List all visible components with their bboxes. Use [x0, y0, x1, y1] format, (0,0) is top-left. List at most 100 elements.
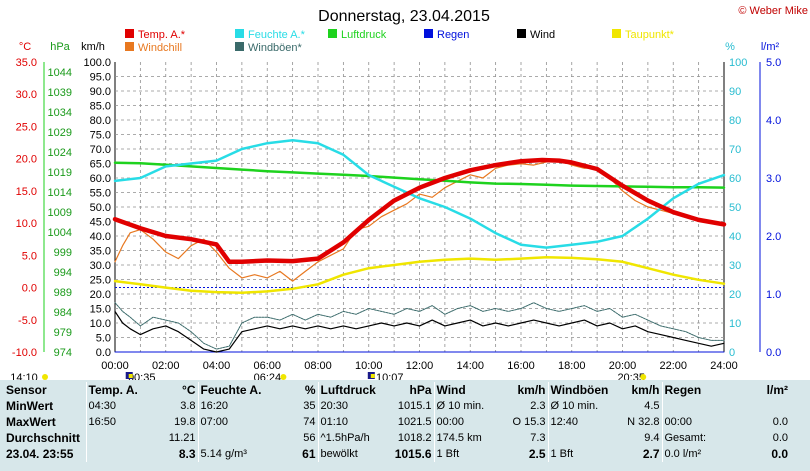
- press-tick-label: 984: [54, 307, 72, 319]
- stats-cell: Ø 10 min.: [547, 398, 614, 414]
- series-wind-line: [114, 310, 725, 353]
- stats-cell: 2.5: [528, 447, 546, 461]
- stats-cell: 01:10: [317, 414, 382, 430]
- stats-row: MaxWert 16:50 19.8 07:00 74 01:10 1021.5 00:00 O…: [4, 414, 790, 430]
- stats-cell: 1021.5: [397, 416, 432, 428]
- speed-tick-label: 25.0: [90, 275, 111, 287]
- legend: Temp. A.* Feuchte A.* Luftdruck Regen Wind Ta…: [125, 29, 675, 54]
- speed-tick-label: 5.0: [96, 333, 111, 345]
- speed-tick-label: 55.0: [90, 188, 111, 200]
- stats-cell: 16:20: [197, 398, 268, 414]
- stats-header-cell: Temp. A.: [85, 382, 146, 398]
- speed-tick-label: 30.0: [90, 260, 111, 272]
- speed-tick-label: 35.0: [90, 246, 111, 258]
- series-layer: [112, 139, 727, 353]
- speed-tick-label: 100.0: [83, 57, 111, 69]
- stats-header-cell: hPa: [409, 383, 432, 397]
- legend-swatch: [517, 29, 526, 38]
- stats-header-cell: l/m²: [766, 383, 788, 397]
- stats-cell: 5.14 g/m³: [197, 446, 268, 462]
- x-axis: 00:00 02:00 04:00 06:00 08:00 10:00 12:00 14:00…: [101, 360, 738, 372]
- grid: [115, 62, 724, 352]
- speed-tick-label: 10.0: [90, 318, 111, 330]
- event-marker-label: 06:24: [254, 372, 282, 380]
- stats-cell: 00:00: [433, 414, 496, 430]
- stats-header-cell: Luftdruck: [317, 382, 382, 398]
- stats-cell: 0.0: [772, 432, 788, 444]
- rain-tick-label: 3.0: [766, 173, 781, 185]
- stats-cell: 0.0 l/m²: [661, 446, 732, 462]
- temp-tick-label: 30.0: [16, 89, 37, 101]
- temp-tick-label: -10.0: [12, 347, 37, 359]
- hum-tick-label: 60: [729, 173, 741, 185]
- x-tick-label: 20:00: [609, 360, 637, 372]
- stats-cell: 1 Bft: [547, 446, 614, 462]
- speed-tick-label: 60.0: [90, 173, 111, 185]
- sun-icon: [42, 374, 48, 380]
- press-tick-label: 1024: [48, 147, 72, 159]
- hum-unit-label: %: [725, 41, 735, 53]
- temp-tick-label: 20.0: [16, 154, 37, 166]
- stats-header-cell: Regen: [661, 382, 732, 398]
- speed-tick-label: 0.0: [96, 347, 111, 359]
- speed-tick-label: 85.0: [90, 101, 111, 113]
- weather-chart: Donnerstag, 23.04.2015 © Weber Mike Temp…: [10, 5, 808, 380]
- stats-header-cell: Feuchte A.: [197, 382, 268, 398]
- stats-cell: 1 Bft: [433, 446, 496, 462]
- stats-cell: 1015.1: [397, 400, 432, 412]
- stats-cell: MaxWert: [6, 415, 56, 429]
- series-windb-en-line: [114, 302, 725, 350]
- moon-icon-highlight: [128, 374, 133, 378]
- series-temp-a-line: [112, 157, 727, 265]
- press-tick-label: 1034: [48, 107, 72, 119]
- hum-tick-label: 70: [729, 144, 741, 156]
- event-markers: 14:10 00:35 06:24 10:07 20:35: [10, 372, 647, 380]
- legend-swatch: [235, 29, 244, 38]
- press-tick-label: 994: [54, 267, 72, 279]
- legend-swatch: [235, 42, 244, 51]
- press-tick-label: 999: [54, 247, 72, 259]
- stats-cell: [732, 398, 790, 414]
- stats-cell: [85, 430, 146, 446]
- speed-tick-label: 80.0: [90, 115, 111, 127]
- event-marker-label: 20:35: [617, 372, 645, 380]
- speed-tick-label: 20.0: [90, 289, 111, 301]
- x-tick-label: 24:00: [710, 360, 738, 372]
- speed-tick-label: 45.0: [90, 217, 111, 229]
- hum-tick-label: 90: [729, 86, 741, 98]
- temp-tick-label: 25.0: [16, 121, 37, 133]
- event-marker-label: 14:10: [10, 372, 38, 380]
- stats-cell: O 15.3: [512, 416, 546, 428]
- stats-cell: 2.3: [530, 400, 546, 412]
- sun-icon: [640, 374, 647, 380]
- stats-cell: 1018.2: [397, 432, 432, 444]
- stats-cell: 7.3: [530, 432, 546, 444]
- press-tick-label: 1019: [48, 167, 72, 179]
- stats-cell: 2.7: [642, 447, 660, 461]
- stats-cell: 04:30: [85, 398, 146, 414]
- moon-icon-highlight: [370, 374, 375, 378]
- temp-tick-label: 0.0: [22, 283, 37, 295]
- temp-tick-label: 10.0: [16, 218, 37, 230]
- legend-swatch: [424, 29, 433, 38]
- stats-cell: [85, 446, 146, 462]
- x-tick-label: 02:00: [152, 360, 180, 372]
- stats-cell: [547, 430, 614, 446]
- event-marker-label: 10:07: [376, 372, 404, 380]
- rain-unit-label: l/m²: [761, 41, 780, 53]
- press-tick-label: 989: [54, 287, 72, 299]
- copyright-text: © Weber Mike: [738, 5, 808, 17]
- press-tick-label: 1014: [48, 187, 72, 199]
- stats-cell: ^1.5hPa/h: [317, 430, 382, 446]
- legend-label: Regen: [437, 29, 469, 41]
- stats-cell: 4.5: [644, 400, 660, 412]
- stats-cell: 56: [303, 432, 316, 444]
- axes: 35.0 30.0 25.0 20.0 15.0 10.0 5.0 0.0 -5.0 -10.0 1…: [12, 57, 781, 359]
- statistics-table: Sensor Temp. A. °C Feuchte A.% Luftdruck hPa W…: [4, 382, 790, 462]
- statistics-panel: Sensor Temp. A. °C Feuchte A.% Luftdruck hPa W…: [0, 380, 810, 471]
- press-tick-label: 1039: [48, 87, 72, 99]
- press-tick-label: 1004: [48, 227, 72, 239]
- stats-cell: 8.3: [178, 447, 196, 461]
- event-marker-label: 00:35: [128, 372, 156, 380]
- stats-header-cell: Sensor: [6, 383, 47, 397]
